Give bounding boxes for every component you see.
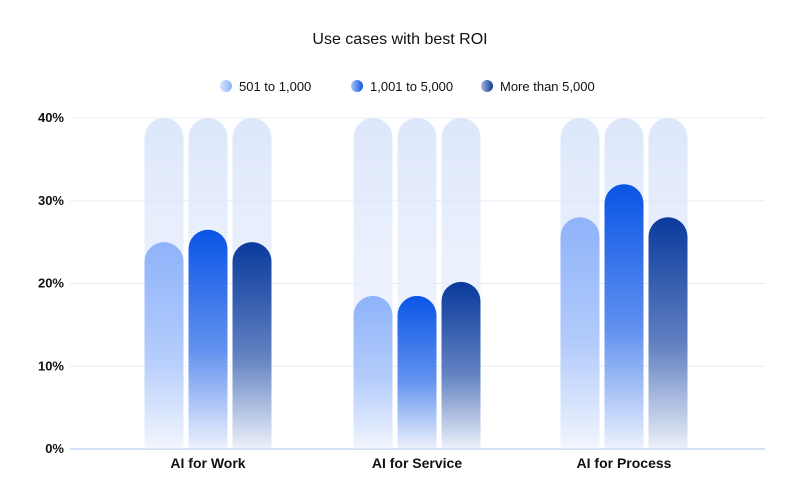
x-category-label: AI for Process: [577, 455, 672, 471]
legend-label: 501 to 1,000: [239, 79, 311, 94]
x-axis: AI for Work AI for Service AI for Process: [170, 455, 671, 471]
bars: [144, 184, 688, 449]
bar: [604, 184, 644, 449]
y-tick-label: 10%: [38, 358, 64, 373]
legend-label: 1,001 to 5,000: [370, 79, 453, 94]
legend-item: More than 5,000: [481, 79, 595, 94]
legend-item: 501 to 1,000: [220, 79, 311, 94]
y-tick-label: 30%: [38, 193, 64, 208]
x-category-label: AI for Work: [170, 455, 245, 471]
bar: [397, 295, 437, 449]
legend-swatch: [481, 80, 493, 92]
legend: 501 to 1,000 1,001 to 5,000 More than 5,00…: [220, 79, 595, 94]
chart-title: Use cases with best ROI: [312, 31, 487, 48]
y-tick-label: 40%: [38, 110, 64, 125]
legend-swatch: [220, 80, 232, 92]
legend-item: 1,001 to 5,000: [351, 79, 453, 94]
y-tick-label: 20%: [38, 276, 64, 291]
bar: [560, 217, 600, 449]
x-category-label: AI for Service: [372, 455, 462, 471]
y-axis: 0% 10% 20% 30% 40%: [38, 110, 64, 456]
legend-swatch: [351, 80, 363, 92]
bar: [353, 295, 393, 449]
bar: [188, 229, 228, 449]
y-tick-label: 0%: [45, 441, 64, 456]
bar: [232, 242, 272, 449]
bar: [144, 242, 184, 449]
bar: [441, 281, 481, 449]
bar: [648, 217, 688, 449]
legend-label: More than 5,000: [500, 79, 595, 94]
